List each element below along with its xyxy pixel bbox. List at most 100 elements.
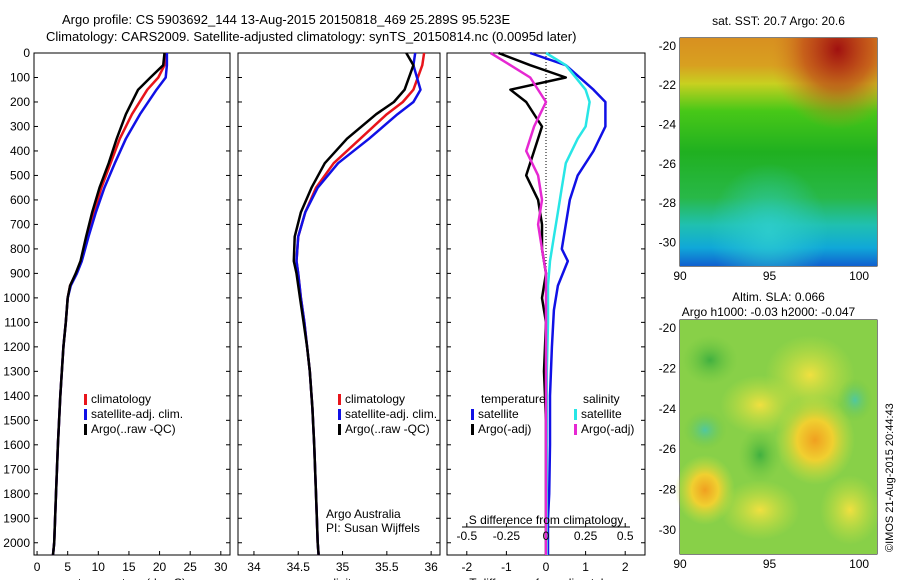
s-axis-tick-label: 0.5 [617,529,634,543]
sst-lat-label: -22 [659,78,677,92]
profile-panel-frame [33,52,231,556]
depth-tick-label: 800 [10,242,30,256]
float-program-label: Argo Australia [326,507,401,521]
sla-lon-label: 95 [763,557,777,571]
depth-tick-label: 1400 [3,389,30,403]
x-tick-label: 0 [34,560,41,574]
difference-legend-sal-title: salinity [583,392,620,406]
difference-legend-temp-swatch [471,409,474,420]
x-tick-label: 35 [336,560,350,574]
difference-legend-sal-label: satellite [581,407,622,421]
profile-line-climatology [51,52,167,556]
sla-blob [738,427,782,483]
x-axis-label: salinity [321,576,358,580]
sla-lat-label: -24 [659,402,677,416]
depth-tick-label: 1300 [3,364,30,378]
x-tick-label: 36 [424,560,438,574]
profile-line-satellite [51,53,169,556]
x-tick-label: -2 [461,560,472,574]
profile-panel-frame [237,52,441,556]
depth-tick-label: 100 [10,70,30,84]
difference-legend-temp-label: Argo(-adj) [478,422,531,436]
x-tick-label: 34 [247,560,261,574]
x-tick-label: 2 [622,560,629,574]
sst-lon-label: 90 [673,269,687,283]
imos-timestamp: ©IMOS 21-Aug-2015 20:44:43 [884,403,896,552]
salinity-legend-label: Argo(..raw -QC) [345,422,430,436]
s-axis-tick-label: 0.25 [574,529,598,543]
s-axis-tick-label: 0 [543,529,550,543]
sst-lat-label: -26 [659,157,677,171]
sla-blob [837,378,873,422]
profile-line-argo [51,52,166,556]
depth-tick-label: 200 [10,95,30,109]
depth-tick-label: 1600 [3,438,30,452]
difference-legend-sal-swatch [574,409,577,420]
x-tick-label: 30 [214,560,228,574]
depth-tick-label: 300 [10,119,30,133]
difference-legend-sal-swatch [574,424,577,435]
depth-tick-label: 400 [10,144,30,158]
sst-lat-label: -28 [659,196,677,210]
sst-map [680,38,877,266]
difference-line-2 [545,51,591,555]
sla-lon-label: 90 [673,557,687,571]
depth-tick-label: 1900 [3,511,30,525]
x-axis-label: T difference from climatology [469,576,623,580]
depth-tick-label: 1800 [3,487,30,501]
sla-lon-label: 100 [849,557,869,571]
figure-title-line1: Argo profile: CS 5903692_144 13-Aug-2015… [62,12,511,27]
sla-blob [720,480,800,540]
x-axis-label: temperature (deg C) [78,576,186,580]
difference-line-3 [489,51,548,555]
x-tick-label: 34.5 [287,560,311,574]
float-pi-label: PI: Susan Wijffels [326,521,420,535]
difference-legend-temp-title: temperature [481,392,546,406]
x-tick-label: 25 [184,560,198,574]
temperature-legend-label: Argo(..raw -QC) [91,422,176,436]
depth-tick-label: 1200 [3,340,30,354]
depth-tick-label: 1100 [4,315,30,329]
salinity-legend-label: satellite-adj. clim. [345,407,437,421]
sst-lat-label: -20 [659,39,677,53]
sst-map-title: sat. SST: 20.7 Argo: 20.6 [712,14,845,28]
sla-map [675,320,880,554]
sst-lon-label: 100 [849,269,869,283]
sla-blob [820,475,880,545]
x-tick-label: 10 [92,560,106,574]
profile-line-argo [292,52,415,556]
sla-map-title: Altim. SLA: 0.066 [732,290,825,304]
sla-lat-label: -26 [659,442,677,456]
depth-tick-label: 2000 [3,536,30,550]
s-axis-tick-label: -0.5 [456,529,477,543]
difference-line-0 [529,51,607,555]
depth-tick-label: 700 [10,217,30,231]
sla-lat-label: -30 [659,523,677,537]
sst-lat-label: -24 [659,117,677,131]
temperature-legend-swatch [84,394,87,405]
sla-lat-label: -20 [659,321,677,335]
depth-tick-label: 0 [23,46,30,60]
x-tick-label: 20 [153,560,167,574]
temperature-legend-label: satellite-adj. clim. [91,407,183,421]
sst-lat-label: -30 [659,235,677,249]
x-tick-label: 1 [582,560,589,574]
depth-tick-label: 900 [10,266,30,280]
sla-blob [675,455,735,525]
depth-tick-label: 1500 [3,413,30,427]
difference-legend-temp-swatch [471,424,474,435]
difference-legend-sal-label: Argo(-adj) [581,422,634,436]
x-tick-label: -1 [501,560,512,574]
sla-lat-label: -22 [659,361,677,375]
sla-lat-label: -28 [659,482,677,496]
depth-tick-label: 600 [10,193,30,207]
salinity-legend-label: climatology [345,392,405,406]
temperature-legend-label: climatology [91,392,151,406]
temperature-legend-swatch [84,424,87,435]
sla-blob [683,410,727,450]
x-tick-label: 5 [64,560,71,574]
x-tick-label: 0 [543,560,550,574]
sla-map-title: Argo h1000: -0.03 h2000: -0.047 [682,305,856,319]
x-tick-label: 15 [122,560,136,574]
